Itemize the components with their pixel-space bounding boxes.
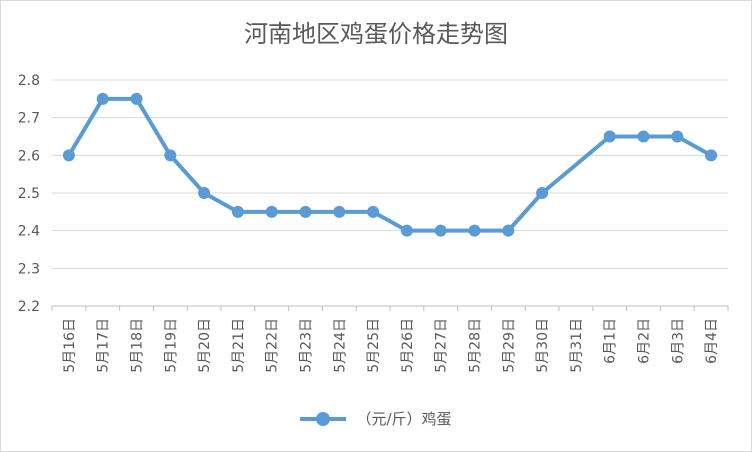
data-point <box>130 92 143 105</box>
data-point <box>705 149 718 162</box>
x-tick-label: 5月18日 <box>130 318 146 373</box>
data-point <box>468 224 481 237</box>
x-tick-label: 5月19日 <box>163 318 179 373</box>
data-point <box>164 149 177 162</box>
x-tick-label: 5月26日 <box>400 318 416 373</box>
y-tick-label: 2.5 <box>18 186 40 202</box>
legend: （元/斤）鸡蛋 <box>0 408 752 429</box>
x-tick-label: 5月30日 <box>535 318 551 373</box>
y-tick-label: 2.7 <box>18 111 40 127</box>
y-tick-label: 2.6 <box>18 148 40 164</box>
x-tick-label: 6月4日 <box>704 318 720 364</box>
data-point <box>265 205 278 218</box>
y-tick-label: 2.2 <box>18 299 40 315</box>
data-point <box>502 224 515 237</box>
x-tick-label: 5月23日 <box>299 318 315 373</box>
data-point <box>671 130 684 143</box>
chart-title: 河南地区鸡蛋价格走势图 <box>244 20 508 48</box>
data-point <box>603 130 616 143</box>
y-tick-label: 2.4 <box>18 224 40 240</box>
x-tick-label: 5月31日 <box>569 318 585 373</box>
x-tick-label: 6月2日 <box>637 318 653 364</box>
data-point <box>367 205 380 218</box>
x-tick-label: 5月17日 <box>96 318 112 373</box>
data-point <box>62 149 75 162</box>
x-tick-label: 5月29日 <box>501 318 517 373</box>
x-tick-label: 6月3日 <box>670 318 686 364</box>
x-tick-label: 5月21日 <box>231 318 247 373</box>
data-point <box>400 224 413 237</box>
x-tick-label: 5月25日 <box>366 318 382 373</box>
y-tick-label: 2.3 <box>18 261 40 277</box>
legend-swatch <box>300 409 347 429</box>
data-point <box>198 187 211 199</box>
x-tick-label: 5月22日 <box>265 318 281 373</box>
data-point <box>299 205 312 218</box>
data-point <box>333 205 346 218</box>
data-point <box>536 187 549 199</box>
x-tick-label: 5月20日 <box>197 318 213 373</box>
x-tick-label: 6月1日 <box>603 318 619 364</box>
data-point <box>96 92 109 105</box>
data-point <box>637 130 650 143</box>
data-point <box>434 224 447 237</box>
x-tick-label: 5月24日 <box>332 318 348 373</box>
x-tick-label: 5月16日 <box>62 318 78 373</box>
x-tick-label: 5月27日 <box>434 318 450 373</box>
y-tick-label: 2.8 <box>18 73 40 89</box>
x-tick-label: 5月28日 <box>468 318 484 373</box>
legend-label: （元/斤）鸡蛋 <box>356 410 452 428</box>
data-point <box>231 205 244 218</box>
series-line <box>67 96 713 233</box>
